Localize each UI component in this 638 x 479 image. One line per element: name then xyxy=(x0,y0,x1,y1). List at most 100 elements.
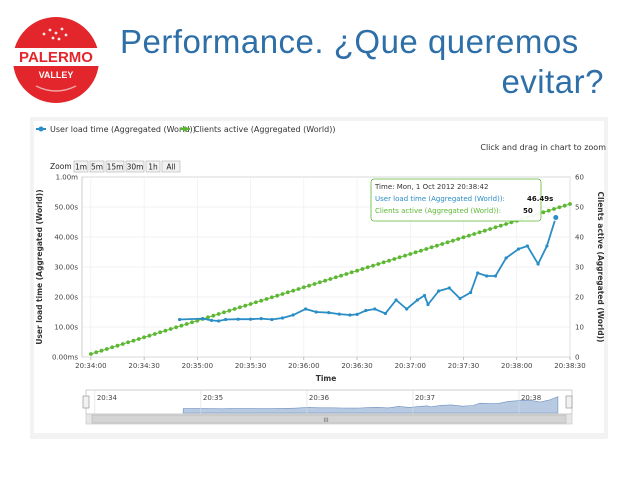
logo-text-palermo: PALERMO xyxy=(19,49,93,66)
clients-point xyxy=(349,270,354,275)
legend-item-user-load[interactable]: User load time (Aggregated (World)) xyxy=(36,125,196,134)
load-point xyxy=(383,311,387,316)
navigator-label: 20:36 xyxy=(309,394,330,402)
tooltip-load-value: 46.49s xyxy=(527,195,553,203)
zoom-button-30m[interactable]: 30m xyxy=(125,160,145,173)
load-point xyxy=(458,296,462,301)
clients-point xyxy=(333,275,338,280)
series-clients-active xyxy=(89,202,572,356)
y2-tick-label: 0 xyxy=(575,354,579,362)
clients-point xyxy=(493,225,498,230)
zoom-button-bg xyxy=(145,160,161,173)
clients-point xyxy=(456,237,461,241)
clients-point xyxy=(248,302,253,306)
clients-point xyxy=(142,335,146,340)
clients-point xyxy=(403,253,407,258)
navigator-handle-left[interactable] xyxy=(82,395,90,409)
zoom-button-label: 1h xyxy=(148,163,158,172)
load-point xyxy=(437,289,441,293)
navigator[interactable]: III 20:34 20:35 20:36 20:37 20:38 xyxy=(82,389,573,425)
x-tick-label: 20:35:30 xyxy=(235,362,266,370)
zoom-button-15m[interactable]: 15m xyxy=(105,160,125,173)
chart-legend: User load time (Aggregated (World)) Clie… xyxy=(36,125,335,134)
performance-chart[interactable]: User load time (Aggregated (World)) Clie… xyxy=(30,117,608,439)
clients-point xyxy=(285,290,290,295)
clients-point xyxy=(562,203,567,208)
y-axis-title: User load time (Aggregated (World)) xyxy=(35,189,44,344)
load-point xyxy=(525,244,529,248)
x-axis-title: Time xyxy=(316,374,337,383)
load-point xyxy=(291,313,295,317)
clients-point xyxy=(440,242,445,246)
clients-point xyxy=(264,297,269,301)
clients-point xyxy=(546,208,551,213)
load-point xyxy=(304,307,308,311)
zoom-button-bg xyxy=(73,160,89,173)
clients-point xyxy=(227,308,232,313)
clients-point xyxy=(552,207,556,211)
clients-point xyxy=(312,282,317,286)
load-point xyxy=(259,317,263,321)
zoom-button-label: 15m xyxy=(107,163,124,172)
clients-point xyxy=(206,315,210,320)
load-point xyxy=(426,302,430,307)
clients-point xyxy=(110,345,115,350)
load-point xyxy=(469,290,473,295)
x-tick-label: 20:38:00 xyxy=(501,362,532,370)
clients-point xyxy=(541,210,546,215)
y2-tick-label: 60 xyxy=(575,174,584,182)
clients-point xyxy=(184,322,189,326)
clients-point xyxy=(429,245,434,250)
tooltip-clients-value: 50 xyxy=(523,207,533,215)
clients-point xyxy=(296,287,301,291)
load-point xyxy=(217,319,221,323)
tooltip-clients-label: Clients active (Aggregated (World)): xyxy=(375,207,501,215)
clients-point xyxy=(408,252,413,256)
clients-point xyxy=(147,333,152,338)
clients-point xyxy=(301,285,306,290)
navigator-handle-right[interactable] xyxy=(565,395,573,409)
clients-point xyxy=(317,280,322,285)
clients-point xyxy=(482,228,487,233)
zoom-button-bg xyxy=(161,160,181,173)
load-point xyxy=(355,312,359,316)
zoom-button-1h[interactable]: 1h xyxy=(145,160,161,173)
x-tick-label: 20:36:00 xyxy=(288,362,319,370)
clients-point xyxy=(568,202,572,206)
x-tick-label: 20:36:30 xyxy=(341,362,372,370)
load-point xyxy=(493,274,498,278)
legend-item-clients-active[interactable]: Clients active (Aggregated (World)) xyxy=(180,125,335,134)
clients-point xyxy=(254,300,258,305)
clients-point xyxy=(419,248,423,253)
load-point xyxy=(364,308,368,313)
zoom-button-5m[interactable]: 5m xyxy=(89,160,105,173)
palermo-valley-logo: PALERMO VALLEY xyxy=(6,10,106,110)
clients-point xyxy=(381,260,386,265)
zoom-button-1m[interactable]: 1m xyxy=(73,160,89,173)
slide-title-line1: Performance. ¿Que queremos xyxy=(120,23,579,60)
legend-label-user-load: User load time (Aggregated (World)) xyxy=(50,125,196,134)
clients-point xyxy=(291,288,296,293)
navigator-label: 20:38 xyxy=(521,394,541,402)
load-point xyxy=(422,293,427,298)
x-tick-label: 20:35:00 xyxy=(182,362,213,370)
load-point xyxy=(178,317,182,322)
clients-point xyxy=(397,255,402,260)
load-point xyxy=(552,214,560,221)
load-point xyxy=(394,298,398,302)
clients-point xyxy=(163,328,168,333)
navigator-series-area xyxy=(182,396,559,414)
navigator-scrollbar-thumb[interactable] xyxy=(91,414,567,424)
load-point xyxy=(373,307,377,311)
clients-point xyxy=(280,292,285,296)
load-point xyxy=(224,317,228,322)
y2-tick-label: 40 xyxy=(575,234,584,242)
y-tick-label: 20.00s xyxy=(54,294,78,302)
y2-axis-title: Clients active (Aggregated (World)) xyxy=(596,192,605,343)
clients-point xyxy=(232,307,237,311)
y-tick-label: 30.00s xyxy=(54,264,78,272)
zoom-button-label: 30m xyxy=(127,163,144,172)
zoom-button-All[interactable]: All xyxy=(161,160,181,173)
clients-point xyxy=(243,303,248,308)
clients-point xyxy=(275,293,280,298)
